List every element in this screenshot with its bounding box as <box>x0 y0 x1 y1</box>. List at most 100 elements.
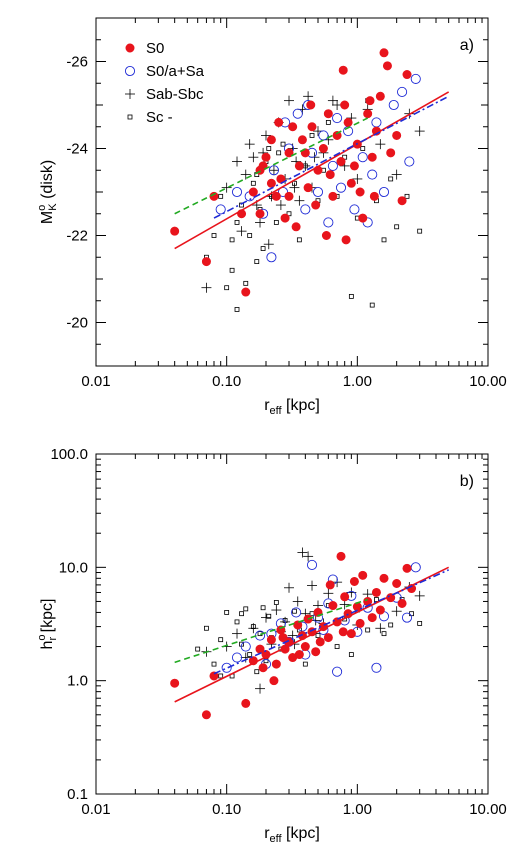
data-point <box>325 170 335 180</box>
data-point <box>291 222 301 232</box>
data-point <box>261 152 271 162</box>
data-point <box>201 257 211 267</box>
y-axis-label: hor [kpc] <box>36 599 59 650</box>
data-point <box>234 619 240 625</box>
x-tick-label: 0.01 <box>81 801 110 818</box>
data-point <box>309 611 315 617</box>
data-point <box>311 200 321 210</box>
data-point <box>260 605 266 611</box>
x-axis-label-sub: eff <box>270 833 283 845</box>
legend-label: Sc - <box>146 109 173 126</box>
panel-label: a) <box>460 37 474 54</box>
data-point <box>268 165 279 176</box>
data-point <box>292 108 303 119</box>
data-point <box>348 652 354 657</box>
data-point <box>306 100 316 110</box>
data-point <box>280 213 290 223</box>
data-point <box>397 196 407 206</box>
data-point <box>271 659 281 669</box>
x-tick-label: 1.00 <box>343 373 372 390</box>
data-point <box>218 193 224 199</box>
data-point <box>297 135 307 145</box>
y-tick-label: -22 <box>66 228 88 245</box>
y-tick-label: -24 <box>66 141 88 158</box>
y-tick-label: 1.0 <box>67 673 88 690</box>
data-point <box>170 678 180 688</box>
data-point <box>365 627 371 633</box>
fit-line <box>174 91 450 250</box>
data-point <box>388 99 399 111</box>
data-point <box>296 237 302 243</box>
series-s0-a-sa <box>215 73 421 263</box>
data-point <box>309 133 315 138</box>
data-point <box>348 293 354 299</box>
x-axis-label-unit: [kpc] <box>282 825 320 842</box>
data-point <box>234 220 240 225</box>
legend-marker <box>125 43 135 53</box>
data-point <box>266 635 276 645</box>
data-point <box>240 652 251 663</box>
data-point <box>170 226 180 236</box>
data-point <box>355 618 365 628</box>
data-point <box>234 307 240 312</box>
data-point <box>221 182 232 193</box>
fit-line <box>213 95 450 219</box>
data-point <box>232 156 243 167</box>
data-point <box>218 637 224 643</box>
data-point <box>218 673 224 679</box>
x-tick-label: 0.01 <box>81 373 110 390</box>
data-point <box>375 91 385 101</box>
data-point <box>248 187 258 197</box>
data-point <box>397 86 408 97</box>
data-point <box>284 582 295 593</box>
data-point <box>209 671 219 681</box>
data-point <box>229 237 235 243</box>
y-tick-label: 100.0 <box>50 446 88 463</box>
data-point <box>335 182 347 193</box>
data-point <box>289 182 300 193</box>
data-point <box>254 669 260 675</box>
data-point <box>195 646 201 652</box>
data-point <box>338 627 348 637</box>
data-point <box>248 623 259 634</box>
x-tick-label: 1.00 <box>343 801 372 818</box>
legend-marker <box>125 89 135 99</box>
data-point <box>302 661 308 667</box>
data-point <box>414 590 425 601</box>
data-point <box>232 628 243 639</box>
data-point <box>367 613 377 623</box>
y-axis-label: MoK (disk) <box>36 160 59 224</box>
data-point <box>375 605 385 615</box>
data-point <box>323 217 334 228</box>
data-point <box>328 601 338 611</box>
data-point <box>365 96 375 106</box>
y-axis-label-main: h <box>39 641 56 650</box>
data-point <box>325 120 331 125</box>
data-point <box>375 623 386 634</box>
data-point <box>211 661 217 667</box>
data-point <box>303 551 314 562</box>
panel-0: 0.01 0.10 1.00 10.00 -20 -22 -24 -26 reff [kpc] M… <box>36 17 507 417</box>
data-point <box>224 285 230 291</box>
data-point <box>325 580 335 590</box>
data-point <box>312 186 324 198</box>
data-point <box>288 122 298 132</box>
data-point <box>229 267 235 273</box>
data-point <box>303 91 314 102</box>
fit-line <box>174 598 368 664</box>
data-point <box>357 152 368 163</box>
legend-label: S0/a+Sa <box>146 63 205 80</box>
data-point <box>417 621 423 626</box>
data-point <box>315 633 321 638</box>
data-point <box>284 95 295 106</box>
data-point <box>410 73 421 84</box>
data-point <box>286 211 292 217</box>
data-point <box>346 629 356 639</box>
data-point <box>381 237 387 243</box>
data-point <box>209 191 219 201</box>
data-point <box>386 148 396 158</box>
data-point <box>273 600 279 605</box>
y-axis-label-sub: r <box>47 636 59 640</box>
data-point <box>254 259 260 265</box>
